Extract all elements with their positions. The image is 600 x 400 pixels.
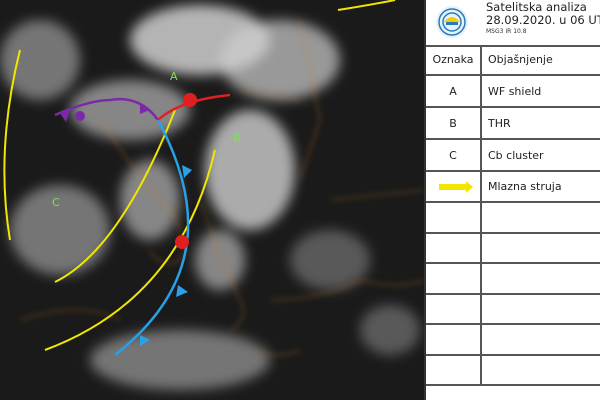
jet-stream-3	[44, 149, 216, 351]
legend-panel: Satelitska analiza 28.09.2020. u 06 UTC …	[424, 0, 600, 400]
institution-logo	[436, 6, 468, 38]
legend-mark	[426, 172, 482, 201]
coastlines-borders	[19, 19, 424, 356]
legend-date: 28.09.2020. u 06 UTC	[486, 13, 600, 27]
legend-mark: A	[426, 76, 482, 106]
column-header-mark: Oznaka	[426, 45, 482, 74]
empty-row	[426, 234, 600, 264]
legend-text: Mlazna struja	[488, 180, 562, 193]
occluded-front-symbols	[60, 103, 150, 122]
empty-row	[426, 325, 600, 356]
label-b: B	[233, 132, 241, 145]
empty-row	[426, 203, 600, 234]
empty-row	[426, 295, 600, 325]
legend-header: Satelitska analiza 28.09.2020. u 06 UTC …	[426, 0, 600, 47]
jet-stream-2	[54, 109, 176, 283]
low-pressure-center	[183, 93, 197, 107]
legend-row: C Cb cluster	[426, 140, 600, 172]
jet-stream-4	[337, 0, 396, 11]
jet-stream-arrow-icon	[439, 180, 473, 193]
empty-row	[426, 264, 600, 295]
jet-stream-1	[3, 49, 21, 241]
low-pressure-center-2	[175, 235, 189, 249]
satellite-map: A B C	[0, 0, 424, 400]
label-a: A	[170, 70, 178, 83]
column-header-explanation: Objašnjenje	[488, 53, 553, 66]
legend-row: A WF shield	[426, 76, 600, 108]
cold-front-triangles	[140, 165, 192, 346]
legend-mark: C	[426, 140, 482, 170]
legend-text: Cb cluster	[488, 148, 544, 162]
legend-text: THR	[488, 116, 511, 130]
legend-row: Mlazna struja	[426, 172, 600, 203]
cold-front	[114, 119, 190, 356]
cloud-cover	[0, 5, 420, 390]
legend-mark: B	[426, 108, 482, 138]
legend-text: WF shield	[488, 84, 542, 98]
legend-row: B THR	[426, 108, 600, 140]
empty-row	[426, 356, 600, 386]
label-c: C	[52, 196, 60, 209]
legend-title: Satelitska analiza	[486, 0, 587, 14]
legend-column-headers: Oznaka Objašnjenje	[426, 45, 600, 76]
legend-instrument: MSG3 IR 10.8	[486, 28, 527, 35]
